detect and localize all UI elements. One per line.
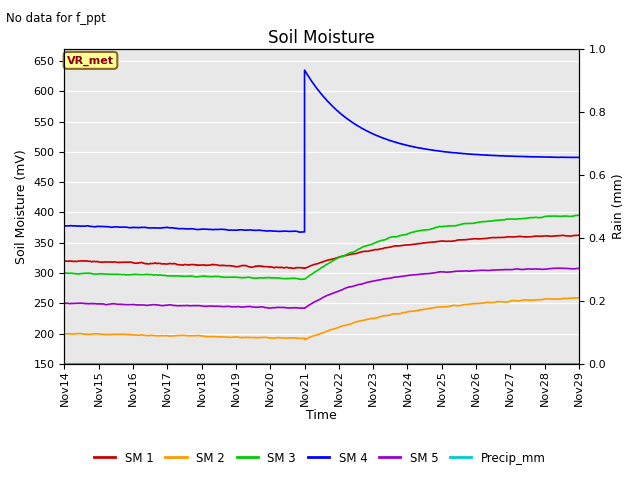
Text: No data for f_ppt: No data for f_ppt	[6, 12, 106, 25]
Y-axis label: Rain (mm): Rain (mm)	[612, 174, 625, 239]
X-axis label: Time: Time	[307, 409, 337, 422]
Text: VR_met: VR_met	[67, 55, 114, 65]
Title: Soil Moisture: Soil Moisture	[268, 29, 375, 48]
Legend: SM 1, SM 2, SM 3, SM 4, SM 5, Precip_mm: SM 1, SM 2, SM 3, SM 4, SM 5, Precip_mm	[90, 447, 550, 469]
Y-axis label: Soil Moisture (mV): Soil Moisture (mV)	[15, 149, 28, 264]
